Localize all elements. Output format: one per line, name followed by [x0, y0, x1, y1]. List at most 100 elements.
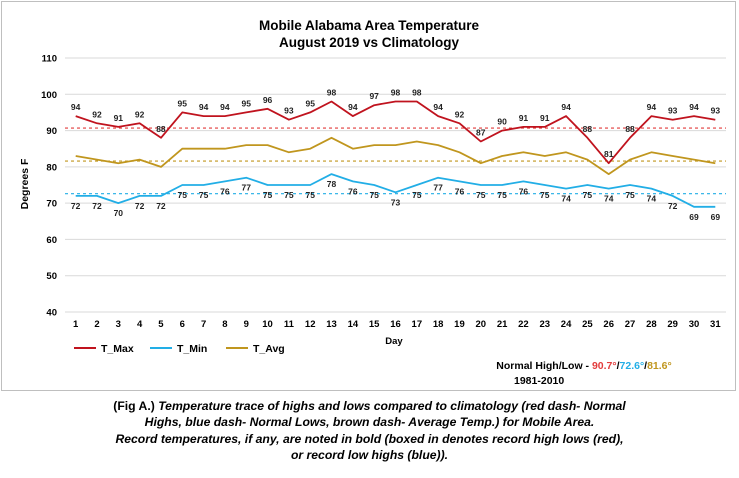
- min-data-label: 72: [668, 201, 678, 211]
- x-tick-label: 12: [305, 319, 316, 330]
- min-data-label: 74: [647, 194, 657, 204]
- gridlines: [65, 57, 726, 313]
- x-tick-label: 7: [201, 319, 206, 330]
- y-tick-label: 110: [42, 54, 57, 65]
- min-data-label: 75: [263, 190, 273, 200]
- min-data-label: 70: [114, 208, 124, 218]
- x-tick-label: 13: [326, 319, 337, 330]
- x-tick-label: 29: [667, 319, 678, 330]
- max-data-label: 88: [625, 124, 635, 134]
- normal-low-value: 72.6°: [620, 360, 645, 372]
- series-line-t-avg: [75, 136, 716, 176]
- normals-separator-1: /: [617, 360, 620, 372]
- min-data-label: 72: [71, 201, 81, 211]
- max-data-label: 93: [668, 106, 678, 116]
- normal-high-value: 90.7°: [592, 360, 617, 372]
- max-data-label: 91: [519, 113, 529, 123]
- legend-label: T_Max: [101, 343, 134, 355]
- max-data-label: 94: [220, 102, 230, 112]
- min-data-label: 75: [305, 190, 315, 200]
- max-data-label: 98: [391, 88, 401, 98]
- min-data-label: 75: [178, 190, 188, 200]
- max-data-label: 94: [71, 102, 81, 112]
- min-data-label: 74: [604, 194, 614, 204]
- max-data-label: 81: [604, 149, 614, 159]
- chart-title-line-2: August 2019 vs Climatology: [279, 35, 460, 50]
- x-tick-label: 21: [497, 319, 508, 330]
- normal-reference-lines: [65, 127, 726, 195]
- max-data-label: 90: [497, 117, 507, 127]
- x-tick-label: 5: [158, 319, 164, 330]
- min-data-label: 75: [540, 190, 550, 200]
- min-data-label: 72: [156, 201, 166, 211]
- min-data-label: 69: [689, 212, 699, 222]
- caption-line-3: Record temperatures, if any, are noted i…: [115, 431, 624, 446]
- figure-caption: (Fig A.) Temperature trace of highs and …: [0, 398, 739, 464]
- min-data-label: 76: [455, 186, 465, 196]
- max-data-label: 94: [348, 102, 358, 112]
- max-data-label: 92: [135, 109, 145, 119]
- series-line-t-max: [75, 100, 716, 165]
- min-data-label: 75: [369, 190, 379, 200]
- min-data-label: 76: [220, 186, 230, 196]
- max-data-label: 94: [199, 102, 209, 112]
- series-lines: [75, 100, 716, 208]
- normals-annotation: Normal High/Low - 90.7°/72.6°/81.6°: [496, 360, 671, 372]
- x-tick-label: 4: [137, 319, 143, 330]
- max-data-label: 91: [114, 113, 124, 123]
- y-tick-label: 50: [46, 271, 57, 282]
- x-tick-label: 31: [710, 319, 721, 330]
- caption-line-1: (Fig A.) Temperature trace of highs and …: [0, 398, 739, 414]
- min-data-label: 75: [284, 190, 294, 200]
- data-labels: 94 92 91 92 88 95 94 94 95 96 93 95 98 94 97 98 98 94 92 87…: [71, 88, 720, 222]
- y-tick-label: 100: [41, 90, 57, 101]
- max-data-label: 94: [561, 102, 571, 112]
- legend-label: T_Min: [177, 343, 207, 355]
- max-data-label: 94: [433, 102, 443, 112]
- caption-line-4: or record low highs (blue)).: [290, 448, 449, 463]
- series-line-t-min: [75, 173, 716, 208]
- normals-separator-2: /: [644, 360, 647, 372]
- x-tick-label: 8: [222, 319, 227, 330]
- caption-lead: (Fig A.): [113, 399, 159, 413]
- min-data-label: 75: [476, 190, 486, 200]
- min-data-label: 78: [327, 179, 337, 189]
- x-tick-label: 30: [689, 319, 700, 330]
- min-data-label: 75: [199, 190, 209, 200]
- y-tick-label: 70: [46, 199, 57, 210]
- x-tick-label: 14: [348, 319, 359, 330]
- x-tick-label: 1: [73, 319, 79, 330]
- x-tick-label: 11: [284, 319, 295, 330]
- legend-label: T_Avg: [253, 343, 285, 355]
- x-tick-label: 22: [518, 319, 529, 330]
- x-tick-label: 27: [625, 319, 636, 330]
- min-data-label: 75: [583, 190, 593, 200]
- max-data-label: 98: [327, 88, 337, 98]
- min-data-label: 77: [242, 183, 252, 193]
- min-data-label: 75: [412, 190, 422, 200]
- max-data-label: 92: [455, 109, 465, 119]
- x-tick-label: 24: [561, 319, 572, 330]
- min-data-label: 76: [348, 186, 358, 196]
- x-tick-label: 17: [412, 319, 423, 330]
- min-data-label: 76: [519, 186, 529, 196]
- x-tick-label: 2: [94, 319, 99, 330]
- x-tick-label: 18: [433, 319, 444, 330]
- legend: T_Max T_Min T_Avg: [74, 343, 285, 355]
- min-data-label: 77: [433, 183, 443, 193]
- max-data-label: 95: [178, 98, 188, 108]
- x-tick-label: 3: [116, 319, 121, 330]
- x-tick-label: 15: [369, 319, 380, 330]
- caption-line-2: Highs, blue dash- Normal Lows, brown das…: [144, 415, 595, 430]
- y-tick-label: 90: [46, 126, 57, 137]
- max-data-label: 93: [711, 106, 721, 116]
- max-data-label: 87: [476, 127, 486, 137]
- max-data-label: 88: [156, 124, 166, 134]
- max-data-label: 88: [583, 124, 593, 134]
- chart-frame: Mobile Alabama Area Temperature August 2…: [1, 1, 736, 391]
- min-data-label: 69: [711, 212, 721, 222]
- max-data-label: 96: [263, 95, 273, 105]
- x-tick-label: 28: [646, 319, 657, 330]
- x-tick-label: 9: [244, 319, 249, 330]
